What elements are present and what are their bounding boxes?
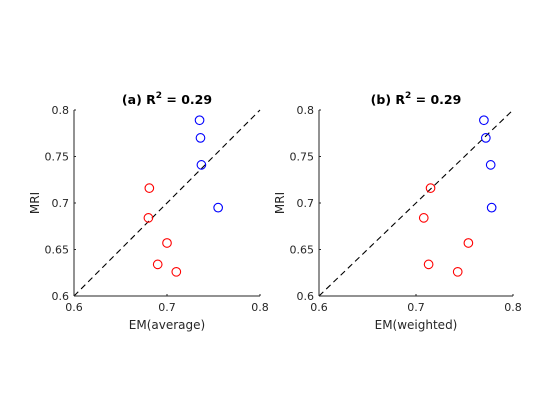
data-point (479, 115, 489, 126)
data-point (425, 183, 436, 193)
y-tick-label: 0.8 (297, 104, 315, 117)
y-tick-label: 0.6 (52, 290, 70, 303)
panel-title: (b) R2 = 0.29 (371, 91, 462, 107)
panel-title-suffix: = 0.29 (162, 92, 212, 107)
panel-title-prefix: (a) R (122, 92, 156, 107)
y-tick-label: 0.75 (45, 151, 70, 164)
y-tick-label: 0.65 (290, 244, 315, 257)
panel-a: 0.6 0.7 0.8 0.6 0.65 0.7 0.75 0.8 EM(average) MRI… (28, 91, 269, 332)
x-tick-label: 0.8 (251, 301, 269, 314)
y-tick-label: 0.7 (52, 197, 70, 210)
data-point (162, 238, 172, 248)
y-axis-label: MRI (28, 192, 42, 214)
data-point (418, 213, 429, 223)
panel-title: (a) R2 = 0.29 (122, 91, 212, 107)
panel-title-prefix: (b) R (371, 92, 406, 107)
reference-line (318, 109, 514, 297)
y-tick-label: 0.7 (297, 197, 315, 210)
panel-b: 0.6 0.7 0.8 0.6 0.65 0.7 0.75 0.8 EM(weighted) MR… (273, 91, 522, 332)
data-point (194, 115, 205, 126)
data-point (195, 133, 206, 143)
data-point (463, 238, 474, 248)
data-point (452, 266, 463, 277)
x-tick-label: 0.6 (310, 301, 328, 314)
y-tick-label: 0.8 (52, 104, 70, 117)
panel-title-superscript: 2 (405, 91, 411, 101)
panel-title-suffix: = 0.29 (411, 92, 461, 107)
data-point (486, 202, 497, 213)
y-tick-label: 0.75 (290, 151, 315, 164)
panel-title-superscript: 2 (156, 91, 162, 101)
x-axis-label: EM(weighted) (375, 318, 458, 332)
x-axis-label: EM(average) (129, 318, 205, 332)
reference-line (73, 109, 261, 297)
y-tick-label: 0.65 (45, 244, 70, 257)
data-point (480, 133, 491, 143)
data-point (423, 259, 434, 270)
x-tick-label: 0.7 (158, 301, 176, 314)
data-point (485, 160, 496, 170)
data-point (143, 213, 154, 223)
data-point (213, 202, 223, 213)
data-point (152, 259, 163, 270)
data-point (144, 183, 155, 193)
data-point (196, 160, 207, 170)
x-tick-label: 0.7 (407, 301, 425, 314)
data-point (171, 266, 182, 277)
x-tick-label: 0.6 (65, 301, 83, 314)
x-tick-label: 0.8 (504, 301, 522, 314)
y-tick-label: 0.6 (297, 290, 315, 303)
y-axis-label: MRI (273, 192, 287, 214)
